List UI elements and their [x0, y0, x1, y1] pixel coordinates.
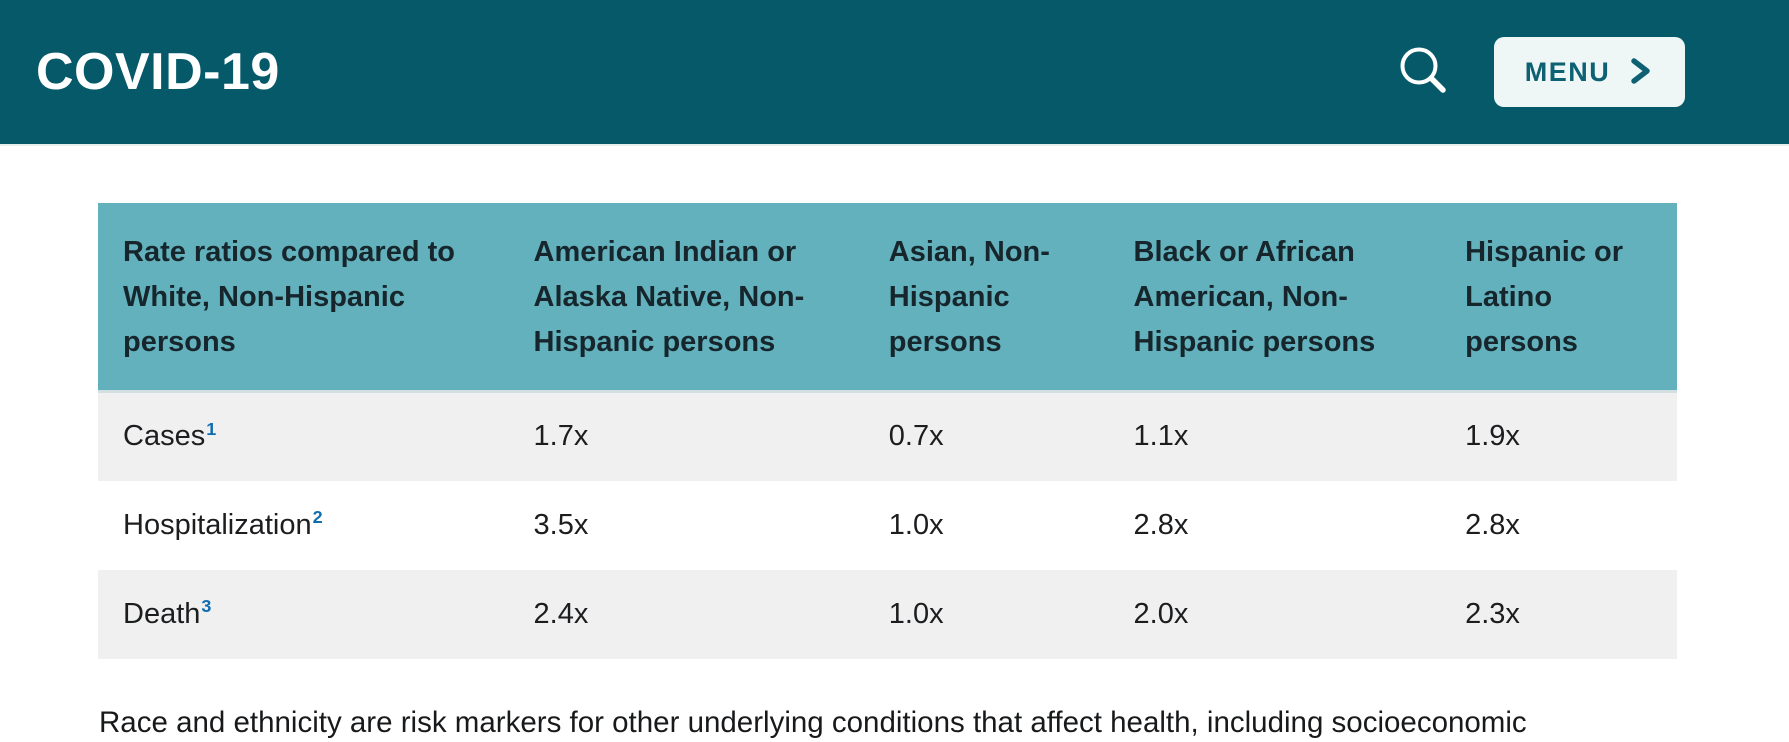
row-label-cases: Cases1: [98, 392, 509, 481]
cell-value: 2.8x: [1440, 481, 1677, 570]
column-header-american-indian: American Indian or Alaska Native, Non-Hi…: [509, 203, 864, 392]
body-paragraph: Race and ethnicity are risk markers for …: [99, 703, 1689, 742]
table-row-hospitalization: Hospitalization2 3.5x 1.0x 2.8x 2.8x: [98, 481, 1677, 570]
cell-value: 0.7x: [864, 392, 1109, 481]
row-label-text: Cases: [123, 420, 205, 452]
cell-value: 1.7x: [509, 392, 864, 481]
search-button[interactable]: [1394, 42, 1452, 103]
cell-value: 2.8x: [1109, 481, 1441, 570]
cell-value: 1.1x: [1109, 392, 1441, 481]
banner-actions: MENU: [1394, 37, 1685, 107]
footnote-link-3[interactable]: 3: [201, 596, 211, 616]
cell-value: 2.0x: [1109, 570, 1441, 659]
row-label-hospitalization: Hospitalization2: [98, 481, 509, 570]
table-row-death: Death3 2.4x 1.0x 2.0x 2.3x: [98, 570, 1677, 659]
cell-value: 1.9x: [1440, 392, 1677, 481]
page-title: COVID-19: [36, 42, 280, 102]
rate-ratio-table-container: Rate ratios compared to White, Non-Hispa…: [98, 203, 1677, 659]
table-header-row: Rate ratios compared to White, Non-Hispa…: [98, 203, 1677, 392]
search-icon: [1394, 42, 1452, 103]
column-header-rate-ratios: Rate ratios compared to White, Non-Hispa…: [98, 203, 509, 392]
row-label-text: Hospitalization: [123, 509, 312, 541]
rate-ratio-table: Rate ratios compared to White, Non-Hispa…: [98, 203, 1677, 659]
column-header-black: Black or African American, Non-Hispanic …: [1109, 203, 1441, 392]
cell-value: 2.4x: [509, 570, 864, 659]
row-label-death: Death3: [98, 570, 509, 659]
row-label-text: Death: [123, 598, 200, 630]
menu-button-label: MENU: [1525, 57, 1611, 88]
footnote-link-2[interactable]: 2: [313, 507, 323, 527]
cell-value: 1.0x: [864, 570, 1109, 659]
menu-button[interactable]: MENU: [1494, 37, 1685, 107]
cell-value: 3.5x: [509, 481, 864, 570]
site-banner: COVID-19 MENU: [0, 0, 1789, 146]
column-header-hispanic: Hispanic or Latino persons: [1440, 203, 1677, 392]
cell-value: 1.0x: [864, 481, 1109, 570]
footnote-link-1[interactable]: 1: [206, 419, 216, 439]
cell-value: 2.3x: [1440, 570, 1677, 659]
column-header-asian: Asian, Non-Hispanic persons: [864, 203, 1109, 392]
chevron-right-icon: [1628, 56, 1654, 89]
table-row-cases: Cases1 1.7x 0.7x 1.1x 1.9x: [98, 392, 1677, 481]
